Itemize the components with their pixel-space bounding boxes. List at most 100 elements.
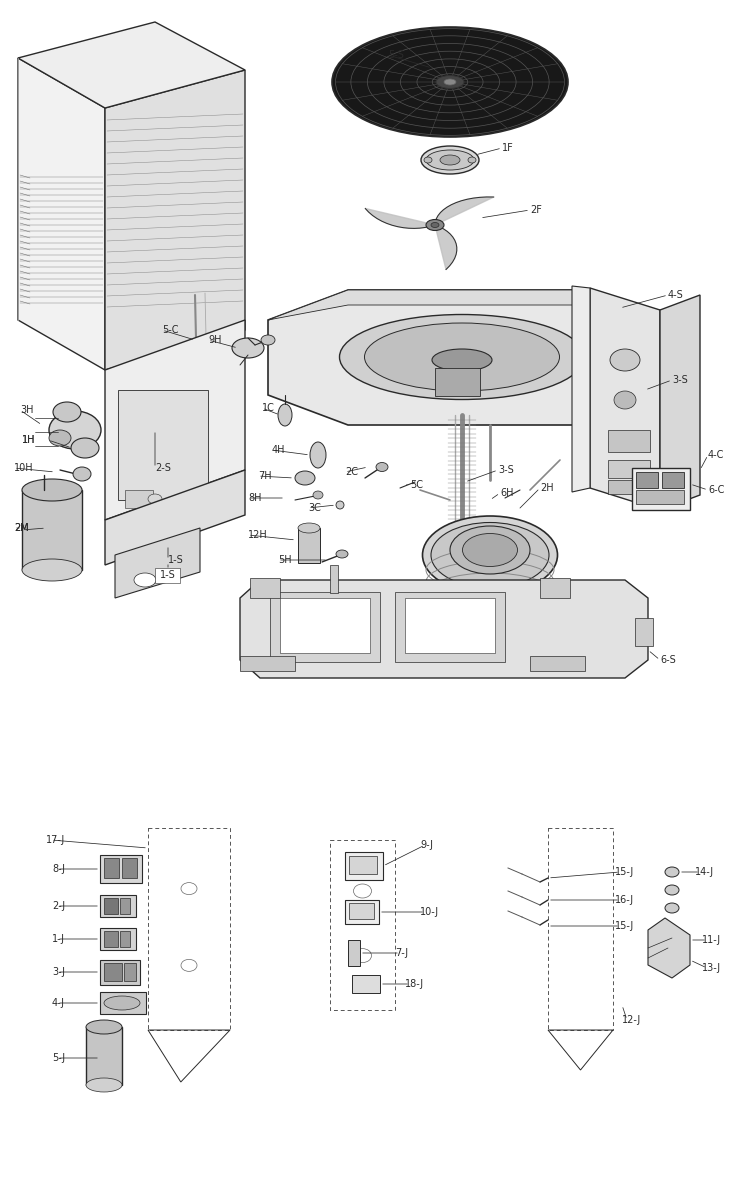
- Bar: [100, 928, 136, 950]
- Ellipse shape: [480, 604, 500, 616]
- Bar: [662, 472, 684, 488]
- Text: 1F: 1F: [502, 143, 514, 152]
- Polygon shape: [648, 918, 690, 978]
- Text: 1C: 1C: [262, 403, 275, 413]
- Text: 6-C: 6-C: [708, 485, 724, 494]
- Text: 10-J: 10-J: [420, 907, 439, 917]
- Bar: [349, 902, 374, 919]
- Ellipse shape: [295, 470, 315, 485]
- Text: 4-C: 4-C: [708, 450, 724, 460]
- Ellipse shape: [665, 886, 679, 895]
- Ellipse shape: [332, 26, 568, 137]
- Bar: [104, 858, 119, 878]
- Ellipse shape: [438, 604, 458, 616]
- Ellipse shape: [181, 883, 197, 895]
- Text: 13-J: 13-J: [702, 962, 721, 973]
- Ellipse shape: [424, 157, 432, 163]
- Ellipse shape: [353, 884, 371, 898]
- Text: 15-J: 15-J: [615, 866, 634, 877]
- Text: 2M: 2M: [14, 523, 29, 533]
- Text: 1-S: 1-S: [168, 554, 183, 565]
- Ellipse shape: [148, 494, 162, 504]
- Text: 6H: 6H: [500, 488, 514, 498]
- Ellipse shape: [22, 559, 82, 581]
- Bar: [124, 962, 136, 982]
- Ellipse shape: [232, 338, 264, 358]
- Bar: [348, 940, 360, 966]
- Ellipse shape: [104, 996, 140, 1010]
- Text: 1H: 1H: [22, 434, 35, 445]
- Bar: [240, 656, 295, 671]
- Bar: [608, 430, 650, 452]
- Bar: [405, 598, 495, 653]
- Text: 4-S: 4-S: [668, 290, 684, 300]
- Text: 9H: 9H: [208, 335, 222, 346]
- Text: 2F: 2F: [530, 205, 542, 215]
- Bar: [148, 828, 230, 1030]
- Text: 2M: 2M: [14, 523, 29, 533]
- Ellipse shape: [365, 323, 559, 391]
- Ellipse shape: [298, 523, 320, 533]
- Bar: [548, 828, 613, 1030]
- Ellipse shape: [426, 150, 474, 170]
- Ellipse shape: [665, 866, 679, 877]
- Ellipse shape: [444, 79, 456, 85]
- Text: 2H: 2H: [540, 482, 553, 493]
- Polygon shape: [115, 528, 200, 598]
- Text: 14-J: 14-J: [695, 866, 714, 877]
- Ellipse shape: [421, 146, 479, 174]
- Ellipse shape: [86, 1078, 122, 1092]
- Ellipse shape: [313, 491, 323, 499]
- Bar: [104, 962, 122, 982]
- Bar: [280, 598, 370, 653]
- Bar: [330, 840, 395, 1010]
- Text: 17-J: 17-J: [46, 835, 65, 845]
- Ellipse shape: [440, 155, 460, 164]
- Text: 9-J: 9-J: [420, 840, 433, 850]
- Ellipse shape: [22, 479, 82, 502]
- Text: 8-J: 8-J: [52, 864, 65, 874]
- Text: 2-S: 2-S: [155, 463, 171, 473]
- Bar: [120, 898, 130, 914]
- Bar: [122, 858, 137, 878]
- Bar: [345, 900, 379, 924]
- Bar: [100, 895, 136, 917]
- Ellipse shape: [436, 76, 464, 89]
- Ellipse shape: [181, 959, 197, 971]
- Polygon shape: [268, 290, 655, 425]
- Ellipse shape: [423, 516, 557, 594]
- Polygon shape: [572, 286, 590, 492]
- Text: 8H: 8H: [248, 493, 262, 503]
- Bar: [345, 852, 383, 880]
- Text: 16-J: 16-J: [615, 895, 634, 905]
- Bar: [636, 490, 684, 504]
- Text: 11-J: 11-J: [702, 935, 721, 946]
- Ellipse shape: [86, 1020, 122, 1034]
- Bar: [86, 1027, 122, 1085]
- Polygon shape: [268, 290, 655, 320]
- Text: 10H: 10H: [14, 463, 34, 473]
- Ellipse shape: [339, 314, 584, 400]
- Bar: [636, 472, 658, 488]
- Ellipse shape: [73, 467, 91, 481]
- Text: 7H: 7H: [258, 470, 271, 481]
- Ellipse shape: [614, 391, 636, 409]
- Polygon shape: [590, 288, 660, 510]
- Text: 2C: 2C: [345, 467, 358, 476]
- Ellipse shape: [431, 222, 439, 228]
- Ellipse shape: [71, 438, 99, 458]
- Bar: [125, 490, 153, 508]
- Text: 3H: 3H: [20, 404, 34, 415]
- Bar: [250, 578, 280, 598]
- Bar: [330, 565, 338, 593]
- Text: 12H: 12H: [248, 530, 268, 540]
- Polygon shape: [105, 470, 245, 565]
- Bar: [155, 568, 180, 583]
- Ellipse shape: [353, 948, 371, 962]
- Text: 4H: 4H: [272, 445, 286, 455]
- Bar: [632, 468, 690, 510]
- Bar: [120, 931, 130, 947]
- Text: 1H: 1H: [22, 434, 35, 445]
- Text: 5C: 5C: [410, 480, 423, 490]
- Ellipse shape: [310, 442, 326, 468]
